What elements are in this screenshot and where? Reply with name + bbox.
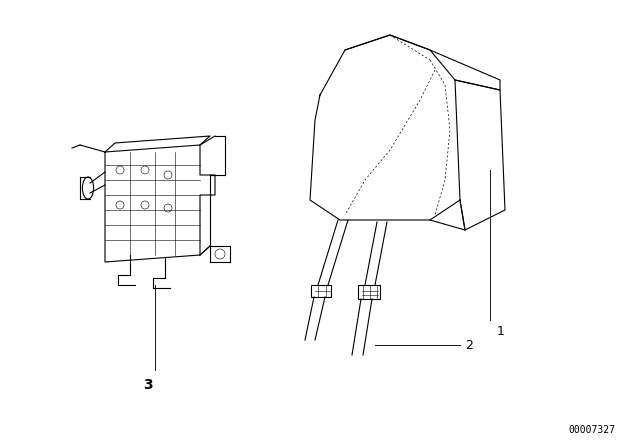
Text: 1: 1 (497, 325, 505, 338)
Text: 2: 2 (465, 339, 473, 352)
Text: 00007327: 00007327 (568, 425, 615, 435)
Text: 3: 3 (143, 378, 153, 392)
Bar (358, 285, 380, 299)
Bar (311, 285, 331, 297)
